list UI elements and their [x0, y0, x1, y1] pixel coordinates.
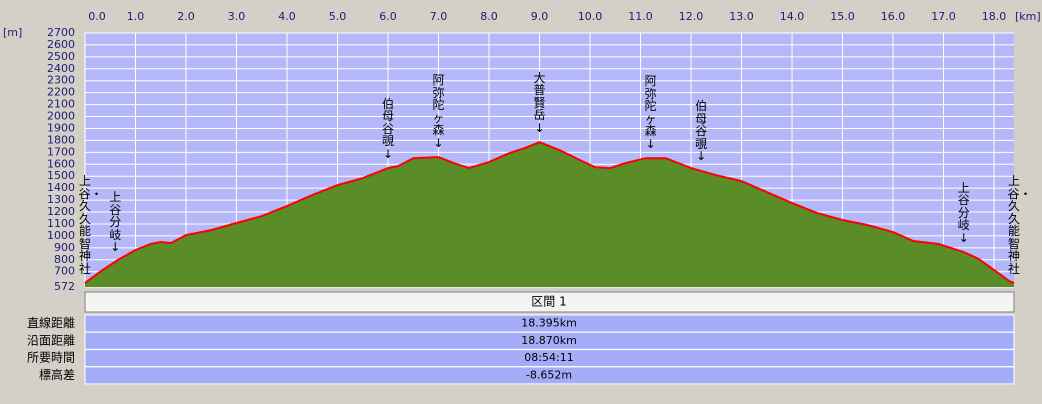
y-tick-label: 1000 [47, 229, 75, 242]
annotation: 上谷分岐↓ [109, 190, 122, 255]
y-tick-label: 1600 [47, 157, 75, 170]
table-value: 18.870km [521, 334, 577, 347]
y-tick-label: 1300 [47, 193, 75, 206]
table-row-label: 沿面距離 [27, 333, 75, 347]
x-tick-label: 13.0 [729, 10, 754, 23]
annotation: 上谷分岐↓ [957, 180, 970, 245]
x-tick-label: 10.0 [578, 10, 603, 23]
x-tick-label: 1.0 [127, 10, 145, 23]
table-value: 08:54:11 [524, 351, 573, 364]
annotation: 大普賢岳↓ [533, 70, 546, 135]
table-value: 18.395km [521, 317, 577, 330]
y-tick-label: 2400 [47, 62, 75, 75]
y-tick-label: 700 [54, 265, 75, 278]
area [85, 142, 1014, 287]
x-tick-label: 4.0 [278, 10, 296, 23]
x-tick-label: 9.0 [531, 10, 549, 23]
y-tick-label: 900 [54, 241, 75, 254]
table-row-label: 所要時間 [27, 351, 75, 365]
y-tick-label: 2000 [47, 110, 75, 123]
y-tick-label: 2600 [47, 38, 75, 51]
line [84, 141, 1015, 285]
y-tick-label: 1700 [47, 145, 75, 158]
y-tick-label: 2300 [47, 74, 75, 87]
annotation: 伯母谷覗↓ [382, 96, 395, 161]
annotation: 伯母谷覗↓ [695, 99, 708, 164]
x-tick-label: 0.0 [88, 10, 106, 23]
y-tick-label: 1400 [47, 181, 75, 194]
x-tick-label: 6.0 [379, 10, 397, 23]
table-header-cell [84, 291, 1015, 313]
x-tick-label: 7.0 [430, 10, 448, 23]
x-tick-label: 2.0 [177, 10, 195, 23]
table-value: -8.652m [526, 368, 572, 381]
y-tick-label: 572 [54, 280, 75, 293]
y-tick-label: 1100 [47, 217, 75, 230]
y-tick-label: 1900 [47, 121, 75, 134]
x-tick-label: 5.0 [329, 10, 347, 23]
x-tick-label: 14.0 [780, 10, 805, 23]
x-tick-label: 18.0 [982, 10, 1007, 23]
annotation: 阿弥陀ヶ森↓ [432, 73, 445, 150]
x-tick-label: 8.0 [480, 10, 498, 23]
y-tick-label: 2500 [47, 50, 75, 63]
x-tick-label: 3.0 [228, 10, 246, 23]
annotation: 上谷・久久能智神社 [1007, 174, 1032, 276]
x-axis-label: [km] [1015, 10, 1041, 23]
y-tick-label: 1800 [47, 133, 75, 146]
y-axis-label: [m] [3, 26, 22, 39]
y-tick-label: 1500 [47, 169, 75, 182]
x-tick-label: 11.0 [628, 10, 653, 23]
annotation: 上谷・久久能智神社 [78, 174, 103, 276]
x-tick-label: 12.0 [679, 10, 704, 23]
y-tick-label: 1200 [47, 205, 75, 218]
annotation: 阿弥陀ヶ森↓ [644, 74, 657, 151]
table-value-cell [84, 366, 1015, 385]
y-tick-label: 800 [54, 253, 75, 266]
x-tick-label: 17.0 [931, 10, 956, 23]
y-tick-label: 2100 [47, 98, 75, 111]
x-tick-label: 15.0 [830, 10, 855, 23]
y-tick-label: 2200 [47, 86, 75, 99]
table-header: 区間 1 [531, 295, 566, 309]
x-tick-label: 16.0 [881, 10, 906, 23]
y-tick-label: 2700 [47, 26, 75, 39]
table-row-label: 標高差 [39, 367, 75, 382]
table-row-label: 直線距離 [27, 315, 75, 330]
